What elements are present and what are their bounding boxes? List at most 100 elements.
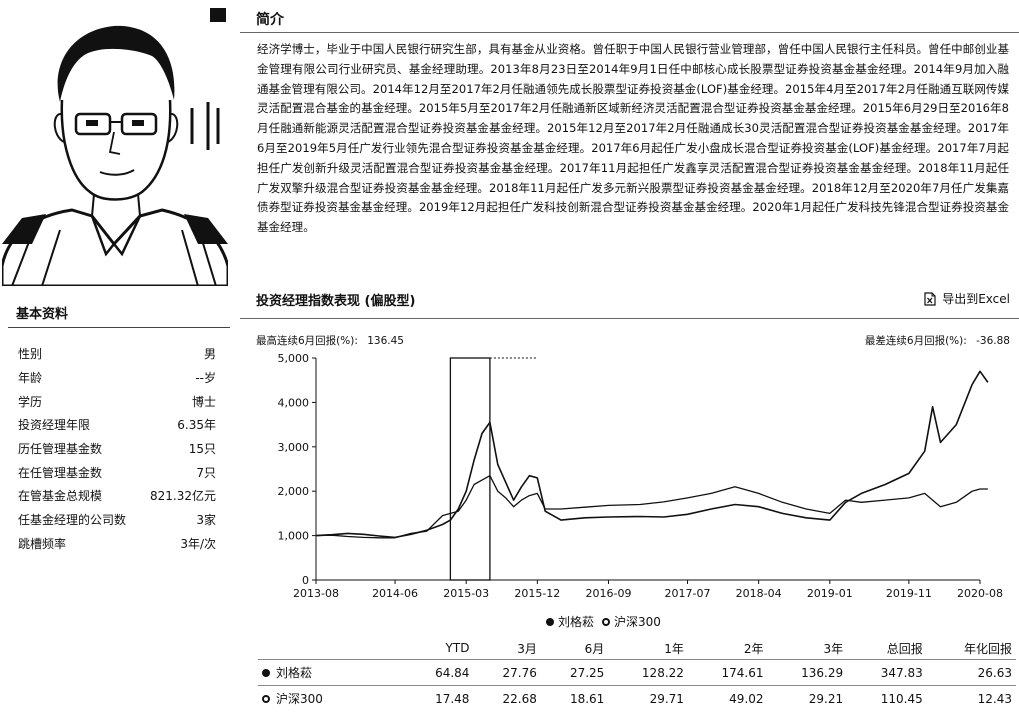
table-cell: 110.45: [847, 685, 927, 711]
profile-title: 基本资料: [16, 307, 69, 322]
x-tick-label: 2017-07: [665, 587, 711, 600]
max-loss-value: -36.88: [976, 335, 1010, 347]
profile-row-aum: 在管基金总规模 821.32亿元: [18, 484, 216, 508]
table-cell: 136.29: [767, 659, 848, 686]
y-tick-label: 0: [302, 574, 309, 587]
max-gain-stat: 最高连续6月回报(%): 136.45: [256, 333, 404, 348]
table-cell: 18.61: [540, 685, 609, 711]
right-column: 简介 经济学博士，毕业于中国人民银行研究生部，具有基金从业资格。曾任职于中国人民…: [240, 0, 1019, 716]
column-header: 3年: [823, 641, 844, 656]
hollow-circle-icon: [262, 695, 270, 703]
chart-legend: 刘格菘 沪深300: [546, 613, 661, 630]
filled-circle-icon: [546, 617, 554, 626]
x-tick-label: 2013-08: [293, 587, 339, 600]
profile-label: 跳槽频率: [18, 536, 67, 551]
profile-list: 性别 男 年龄 --岁 学历 博士 投资经理年限 6.35年 历任管理基金数 15只 在任…: [18, 342, 216, 555]
profile-value: 男: [203, 347, 216, 362]
export-excel-button[interactable]: 导出到Excel: [924, 290, 1010, 307]
column-header: 总回报: [886, 641, 923, 656]
profile-label: 在管基金总规模: [18, 489, 103, 504]
table-cell: 128.22: [608, 659, 688, 686]
highlight-period-band: [449, 357, 491, 581]
profile-row-education: 学历 博士: [18, 389, 216, 413]
performance-line-chart: 0 1,000 2,000 3,000 4,000 5,000 2013-08 2014-06…: [278, 352, 1003, 600]
x-tick-label: 2019-01: [807, 587, 853, 600]
profile-label: 历任管理基金数: [18, 442, 103, 457]
max-loss-label: 最差连续6月回报(%):: [864, 335, 967, 347]
row-name: 沪深300: [276, 692, 323, 706]
row-name-cell: 刘格菘: [258, 659, 406, 686]
table-cell: 174.61: [687, 659, 768, 686]
legend-item-index[interactable]: 沪深300: [602, 613, 661, 630]
y-tick-label: 2,000: [278, 485, 310, 498]
y-tick-label: 3,000: [278, 441, 310, 454]
manager-portrait-image: [0, 4, 230, 288]
column-header: 2年: [743, 641, 764, 656]
profile-label: 性别: [18, 347, 43, 362]
series-line-index: [315, 475, 988, 539]
profile-label: 任基金经理的公司数: [18, 513, 127, 528]
max-gain-label: 最高连续6月回报(%):: [256, 335, 358, 347]
profile-row-funds-managed-total: 历任管理基金数 15只: [18, 437, 216, 461]
profile-row-companies: 任基金经理的公司数 3家: [18, 508, 216, 532]
column-header: [258, 637, 406, 660]
table-cell: 29.21: [767, 685, 848, 711]
max-gain-value: 136.45: [367, 335, 404, 347]
column-header: YTD: [445, 641, 470, 655]
profile-value: 博士: [191, 394, 216, 409]
x-tick-label: 2015-12: [514, 587, 560, 600]
performance-header-row: YTD 3月 6月 1年 2年 3年 总回报 年化回报: [258, 637, 1016, 660]
column-header: 1年: [664, 641, 684, 656]
table-row: 刘格菘 64.84 27.76 27.25 128.22 174.61 136.…: [258, 659, 1016, 686]
x-tick-label: 2016-09: [585, 587, 631, 600]
export-excel-label: 导出到Excel: [942, 292, 1010, 306]
profile-row-gender: 性别 男: [18, 342, 216, 366]
x-tick-label: 2014-06: [372, 587, 418, 600]
profile-value: 821.32亿元: [150, 489, 216, 504]
manager-bio: 经济学博士，毕业于中国人民银行研究生部，具有基金从业资格。曾任职于中国人民银行营…: [257, 42, 1009, 235]
x-tick-label: 2018-04: [736, 587, 782, 600]
profile-value: 3家: [196, 513, 216, 528]
row-name: 刘格菘: [276, 666, 313, 680]
table-cell: 347.83: [847, 659, 927, 686]
legend-item-manager[interactable]: 刘格菘: [546, 613, 594, 630]
y-tick-label: 4,000: [278, 396, 310, 409]
profile-value: 3年/次: [180, 536, 216, 551]
hollow-circle-icon: [602, 617, 611, 626]
x-tick-label: 2020-08: [957, 587, 1003, 600]
manager-photo: [0, 4, 230, 288]
profile-row-funds-managed-current: 在任管理基金数 7只: [18, 460, 216, 484]
profile-label: 投资经理年限: [18, 418, 91, 433]
profile-divider: [8, 327, 230, 328]
max-loss-stat: 最差连续6月回报(%): -36.88: [865, 333, 1010, 348]
profile-value: 7只: [196, 465, 216, 480]
table-cell: 27.25: [540, 659, 609, 686]
row-name-cell: 沪深300: [258, 685, 406, 711]
table-cell: 27.76: [473, 659, 541, 686]
table-cell: 49.02: [687, 685, 768, 711]
column-header: 6月: [584, 641, 605, 656]
table-row: 沪深300 17.48 22.68 18.61 29.71 49.02 29.2…: [258, 685, 1016, 711]
profile-value: --岁: [195, 371, 216, 386]
x-tick-label: 2019-11: [886, 587, 932, 600]
legend-label: 沪深300: [614, 615, 661, 629]
profile-row-job-change-frequency: 跳槽频率 3年/次: [18, 532, 216, 556]
table-cell: 12.43: [926, 685, 1016, 711]
profile-row-age: 年龄 --岁: [18, 366, 216, 390]
filled-circle-icon: [262, 669, 270, 677]
intro-divider: [240, 32, 1019, 33]
table-cell: 29.71: [608, 685, 688, 711]
column-header: 3月: [517, 641, 537, 656]
chart-section-title: 投资经理指数表现 (偏股型): [256, 294, 416, 309]
profile-value: 15只: [188, 442, 216, 457]
legend-label: 刘格菘: [558, 615, 595, 629]
profile-row-experience-years: 投资经理年限 6.35年: [18, 413, 216, 437]
y-tick-label: 1,000: [278, 530, 310, 543]
table-cell: 17.48: [406, 685, 474, 711]
profile-value: 6.35年: [177, 418, 216, 433]
column-header: 年化回报: [963, 641, 1012, 656]
y-tick-label: 5,000: [278, 352, 310, 365]
chart-section-divider: [240, 318, 1019, 319]
x-tick-label: 2015-03: [443, 587, 489, 600]
profile-label: 在任管理基金数: [18, 465, 103, 480]
